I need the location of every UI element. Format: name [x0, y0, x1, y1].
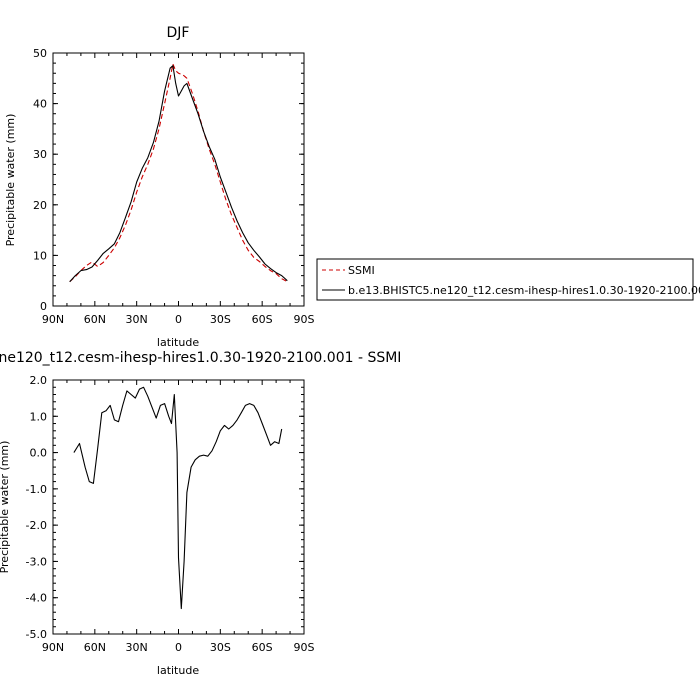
y-tick-label: 0: [40, 300, 47, 313]
y-tick-label: -2.0: [26, 519, 47, 532]
legend-box: [316, 258, 694, 301]
x-tick-label: 0: [175, 313, 182, 326]
bottom-y-axis-label: Precipitable water (mm): [0, 441, 11, 574]
y-tick-label: -5.0: [26, 628, 47, 641]
y-tick-label: 10: [33, 249, 47, 262]
x-tick-label: 30S: [210, 641, 231, 654]
bottom-axes: 90N 60N 30N 0 30S 60S 90S 2.0 1.0 0.0 -1.0 -2.0 -3.0…: [26, 374, 315, 654]
series-line-difference: [73, 386, 283, 610]
y-tick-label: 0.0: [30, 447, 48, 460]
bottom-chart-title: ISTC5.ne120_t12.cesm-ihesp-hires1.0.30-1…: [0, 350, 401, 366]
legend-label-model: b.e13.BHISTC5.ne120_t12.cesm-ihesp-hires…: [348, 284, 700, 297]
y-tick-label: 50: [33, 47, 47, 60]
y-tick-label: 1.0: [30, 410, 48, 423]
y-tick-label: 30: [33, 148, 47, 161]
y-tick-label: 40: [33, 98, 47, 111]
x-tick-label: 90N: [42, 313, 64, 326]
top-x-axis-label: latitude: [157, 336, 199, 349]
x-tick-label: 0: [175, 641, 182, 654]
bottom-panel: ISTC5.ne120_t12.cesm-ihesp-hires1.0.30-1…: [0, 350, 401, 677]
legend-label-ssmi: SSMI: [348, 264, 375, 277]
x-tick-label: 60N: [84, 313, 106, 326]
top-series-group: [69, 63, 288, 283]
top-y-axis-label: Precipitable water (mm): [4, 114, 17, 247]
y-tick-label: -4.0: [26, 592, 47, 605]
top-panel: DJF 90N 60N 30N 0 30S 60S 90S 0 10 20 30 40 50 latit…: [4, 25, 315, 349]
x-tick-label: 30N: [126, 641, 148, 654]
x-tick-label: 90S: [294, 313, 315, 326]
x-tick-label: 30N: [126, 313, 148, 326]
bottom-series-group: [73, 386, 283, 610]
x-tick-label: 90N: [42, 641, 64, 654]
bottom-plot-area: [52, 379, 305, 635]
x-tick-label: 60N: [84, 641, 106, 654]
series-line-b: [69, 65, 288, 283]
plot-frame: [52, 379, 305, 635]
y-tick-label: -3.0: [26, 555, 47, 568]
top-axes: 90N 60N 30N 0 30S 60S 90S 0 10 20 30 40 50: [33, 47, 315, 326]
top-chart-title: DJF: [167, 25, 190, 41]
y-tick-label: -1.0: [26, 483, 47, 496]
series-line-ssmi: [69, 63, 288, 283]
y-tick-label: 2.0: [30, 374, 48, 387]
y-tick-label: 20: [33, 199, 47, 212]
x-tick-label: 60S: [252, 313, 273, 326]
x-tick-label: 30S: [210, 313, 231, 326]
x-tick-label: 90S: [294, 641, 315, 654]
x-tick-label: 60S: [252, 641, 273, 654]
legend: SSMI b.e13.BHISTC5.ne120_t12.cesm-ihesp-…: [316, 258, 700, 301]
bottom-x-axis-label: latitude: [157, 664, 199, 677]
